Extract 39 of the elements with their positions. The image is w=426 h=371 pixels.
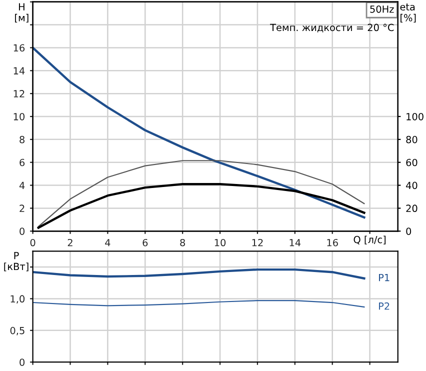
x-tick-label: 8 [180, 238, 186, 246]
line-series [32, 268, 366, 280]
y2-tick-label: 100 [406, 112, 424, 120]
y-tick-label: 1,0 [10, 295, 25, 304]
y-tick-label: 16 [14, 44, 25, 52]
annotation: 50Hz [370, 5, 394, 13]
series-label: P1 [379, 274, 390, 282]
y2-tick-label: 40 [406, 182, 418, 190]
x-tick-label: 14 [290, 239, 301, 246]
y-axis-title: H [м] [15, 3, 28, 23]
y-tick-label: 12 [14, 90, 24, 98]
y-axis-title: P [кВт] [4, 252, 28, 272]
x-tick-label: 10 [214, 238, 226, 246]
line-series [32, 300, 365, 308]
x-tick-label: 0 [30, 238, 36, 246]
x-tick-label: 2 [68, 238, 72, 246]
y-tick-label: 4 [19, 182, 25, 189]
y-tick-label: 10 [14, 112, 25, 120]
annotation: Темп. жидкости = 20 °C [270, 24, 394, 32]
series-label: P2 [379, 302, 390, 310]
y-tick-label: 0 [20, 228, 25, 235]
y-tick-label: 14 [14, 67, 25, 74]
y-tick-label: 0,5 [10, 326, 24, 336]
y-tick-label: 6 [20, 158, 25, 166]
x-tick-label: 16 [327, 238, 338, 246]
y-tick-label: 8 [20, 136, 24, 144]
y-tick-label: 0 [20, 358, 25, 366]
y2-axis-title: eta [%] [400, 4, 416, 23]
y2-tick-label: 20 [406, 204, 418, 212]
y2-tick-label: 80 [406, 136, 418, 144]
x-tick-label: 4 [105, 239, 110, 246]
x-tick-label: 12 [252, 238, 263, 246]
x-tick-label: 6 [142, 238, 148, 246]
line-series [38, 160, 365, 228]
line-series [32, 46, 366, 218]
x-axis-title: Q [л/с] [354, 236, 386, 244]
y2-tick-label: 60 [406, 158, 418, 166]
y2-tick-label: 0 [406, 228, 412, 235]
y-tick-label: 2 [20, 204, 24, 212]
